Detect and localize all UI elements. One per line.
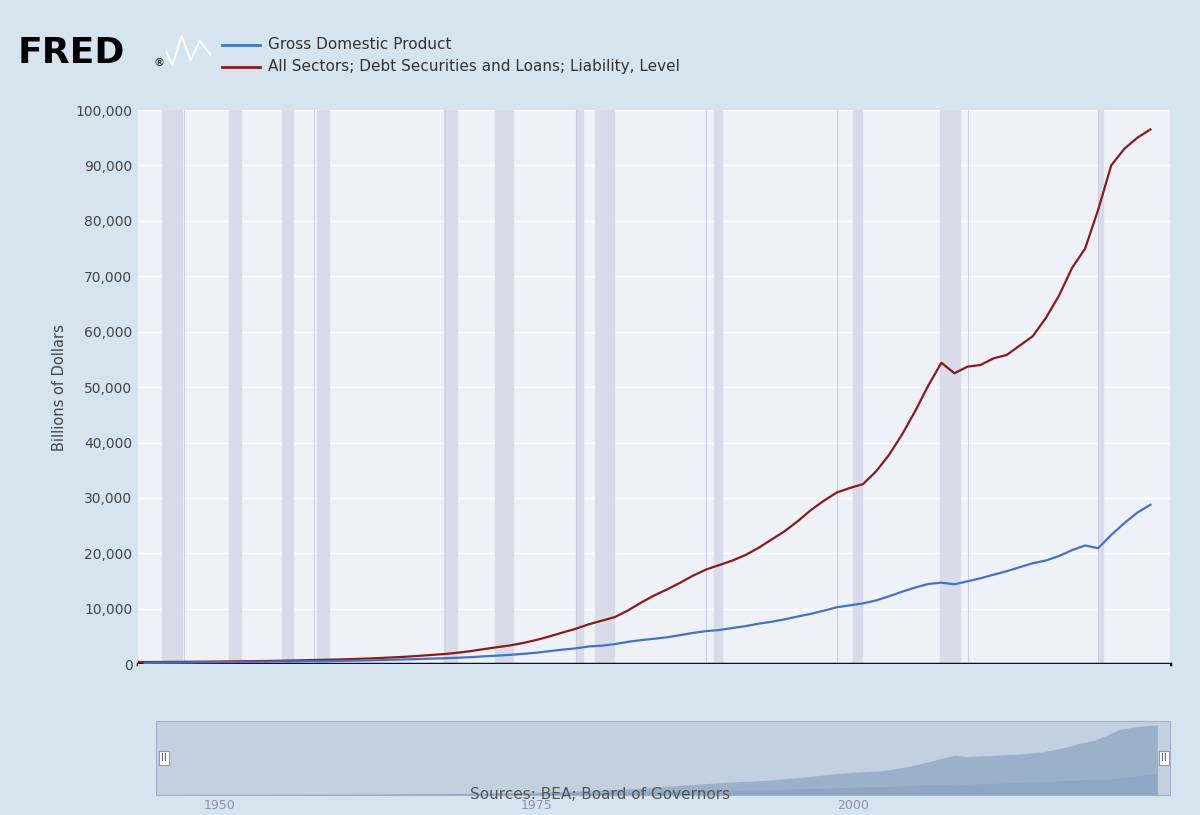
Bar [576, 110, 583, 664]
Bar [162, 110, 182, 664]
Bar [940, 110, 960, 664]
Bar [714, 110, 722, 664]
Bar [852, 110, 862, 664]
Text: Sources: BEA; Board of Governors: Sources: BEA; Board of Governors [470, 787, 730, 802]
Text: All Sectors; Debt Securities and Loans; Liability, Level: All Sectors; Debt Securities and Loans; … [268, 59, 679, 74]
Y-axis label: Billions of Dollars: Billions of Dollars [52, 324, 67, 451]
Bar [494, 110, 512, 664]
Text: II: II [161, 753, 167, 763]
Bar [229, 110, 241, 664]
Bar [444, 110, 457, 664]
Text: FRED: FRED [18, 36, 125, 70]
Text: ®: ® [154, 59, 164, 68]
Bar [1099, 110, 1103, 664]
Bar [282, 110, 294, 664]
Text: II: II [1162, 753, 1166, 763]
Bar [317, 110, 329, 664]
Bar [595, 110, 613, 664]
Text: Gross Domestic Product: Gross Domestic Product [268, 37, 451, 52]
